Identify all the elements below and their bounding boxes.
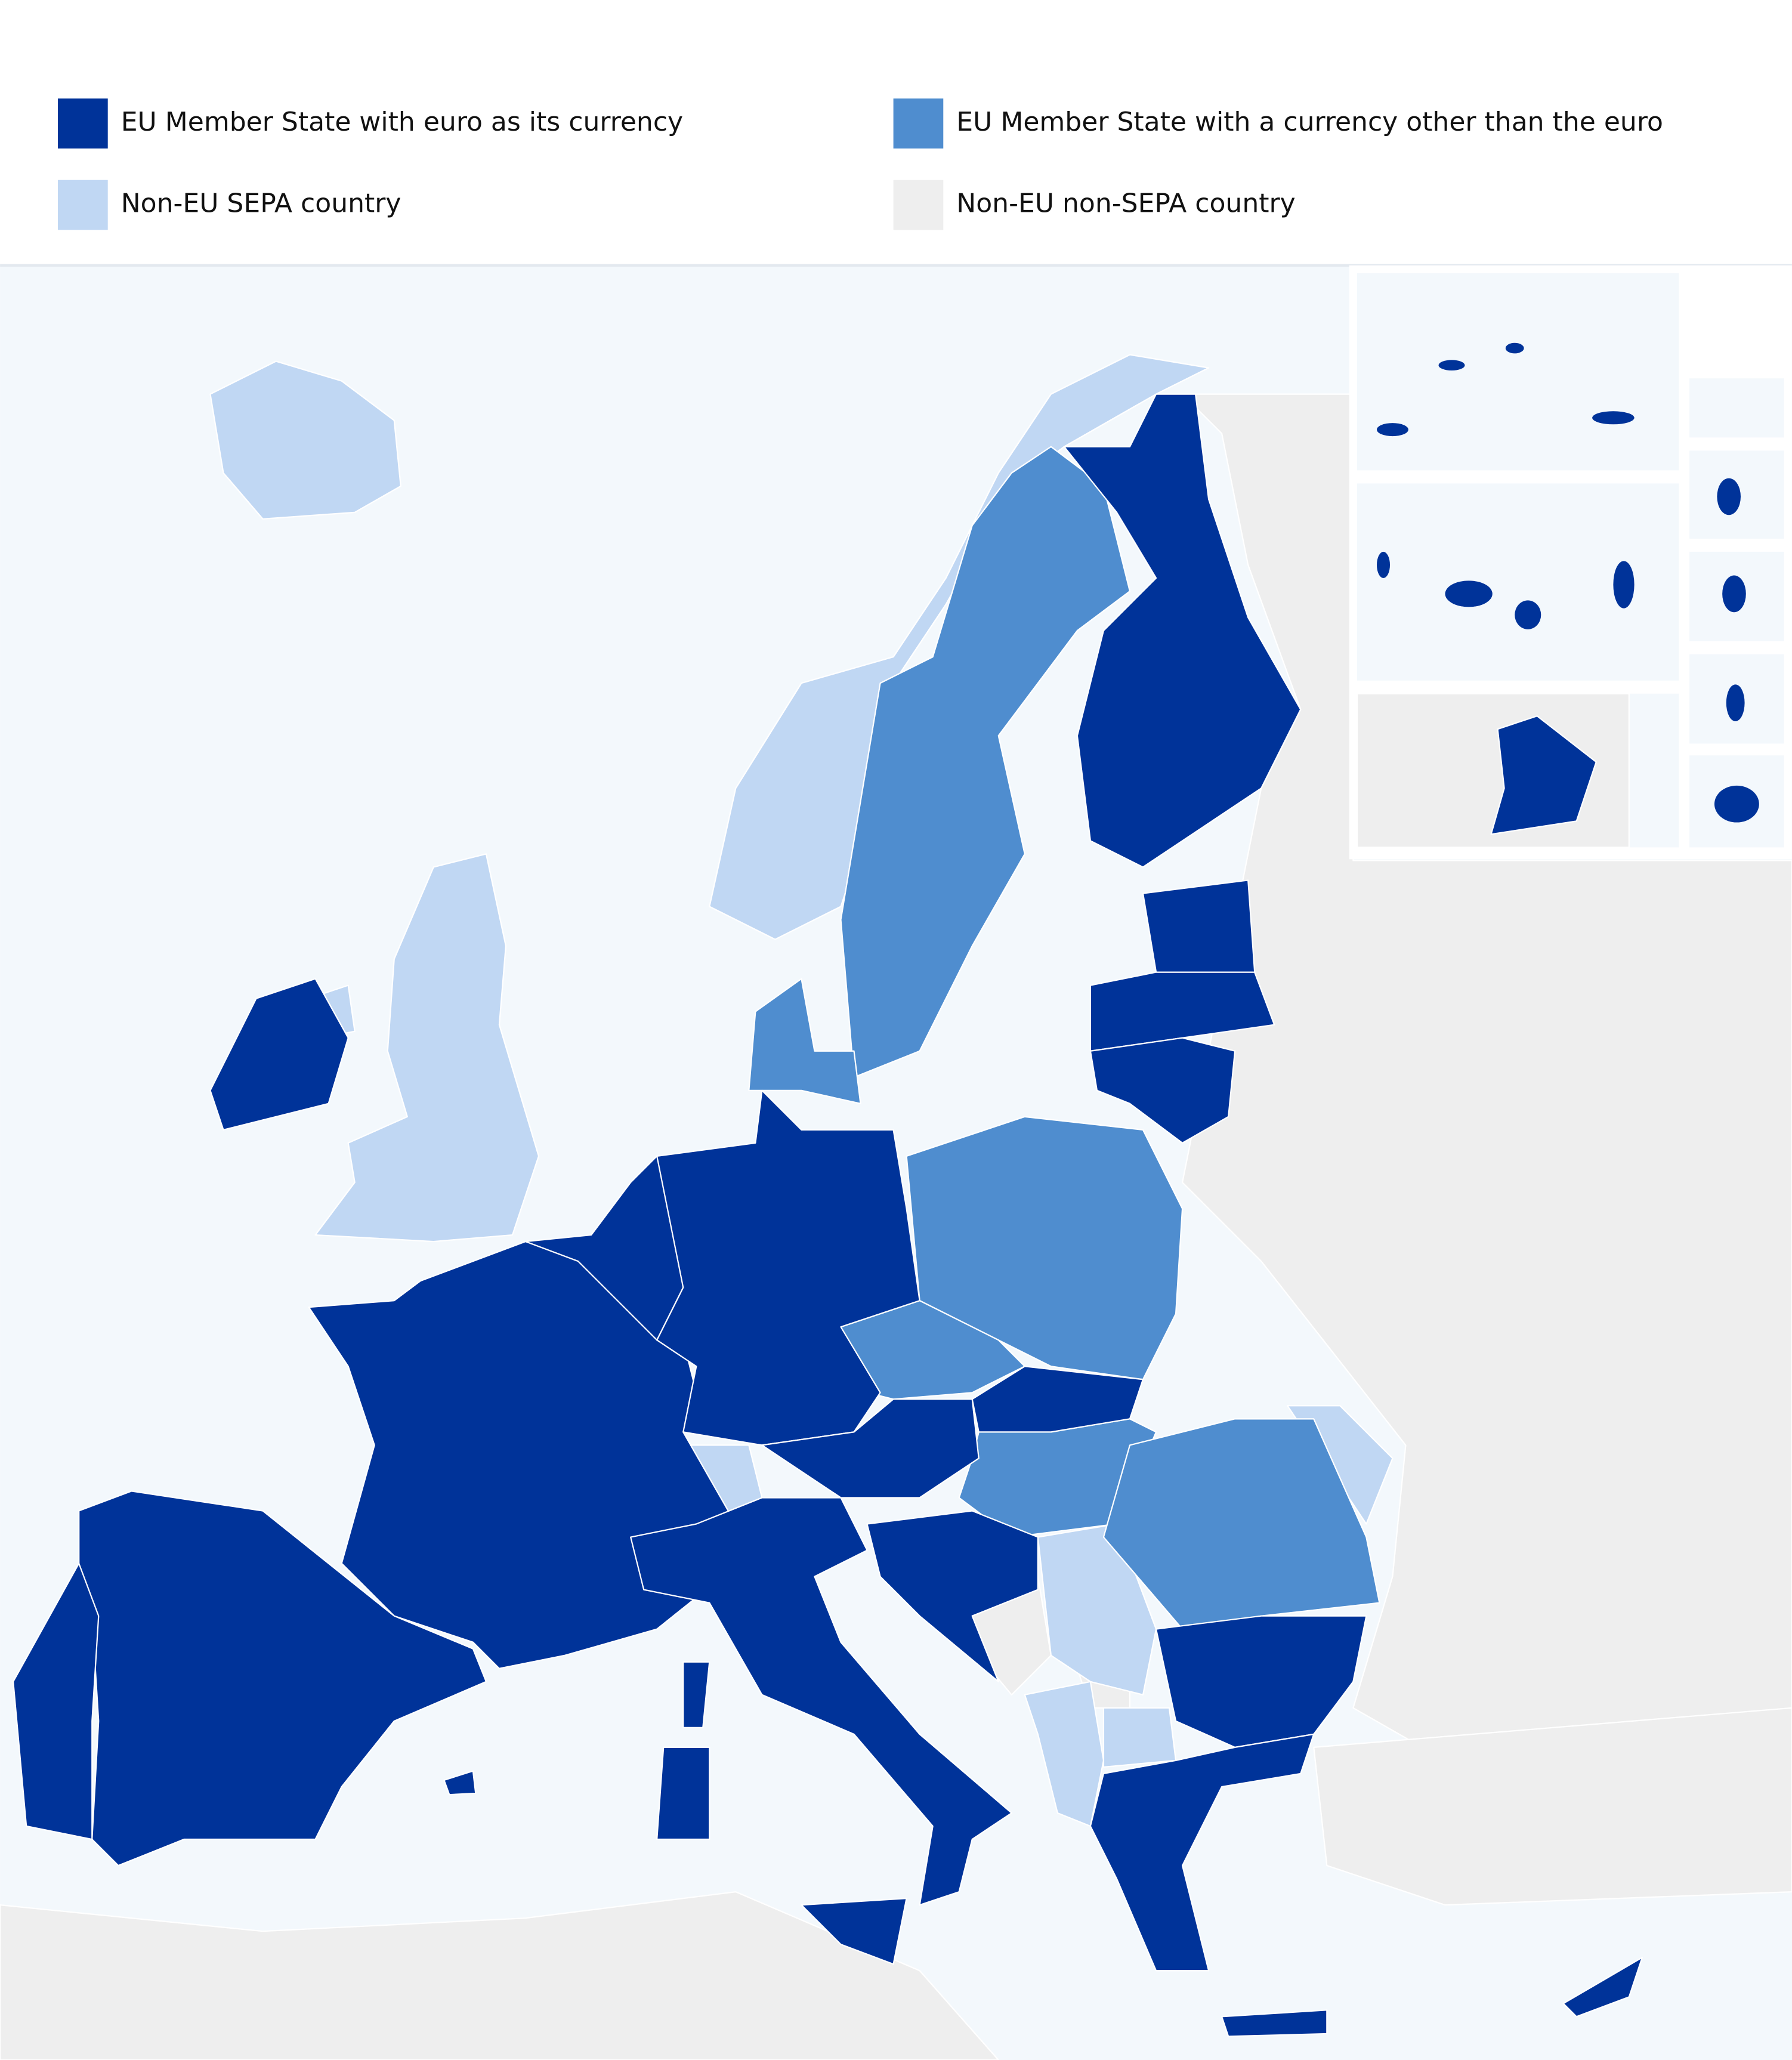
legend-swatch [58, 180, 108, 230]
land-estonia [1142, 879, 1256, 973]
inset-small-1 [1689, 378, 1784, 438]
land-martinique [1722, 575, 1746, 613]
legend: EU Member State with euro as its currenc… [58, 98, 1663, 230]
land-iceland [209, 360, 401, 520]
land-denmark [748, 978, 861, 1104]
land-mayotte [1726, 684, 1745, 721]
land-north-macedonia [1102, 1707, 1177, 1768]
legend-swatch [893, 180, 944, 230]
legend-label: EU Member State with a currency other th… [956, 107, 1663, 137]
land-crete [1221, 2009, 1328, 2037]
land-ireland [209, 978, 349, 1131]
land-lithuania [1089, 1037, 1236, 1144]
land-madeira [1376, 423, 1408, 437]
land-sardinia [656, 1746, 710, 1840]
legend-swatch [893, 98, 944, 149]
insets [1349, 265, 1792, 860]
land-austria [761, 1398, 980, 1499]
land-balearics [443, 1770, 477, 1796]
land-azores-3 [1592, 411, 1635, 425]
land-canary-1 [1376, 551, 1391, 578]
land-bulgaria [1155, 1615, 1367, 1748]
legend-label: EU Member State with euro as its currenc… [121, 107, 683, 137]
land-azores-2 [1505, 342, 1524, 354]
land-cyprus [1562, 1957, 1643, 2018]
legend-label: Non-EU non-SEPA country [956, 189, 1295, 219]
land-croatia-slovenia [866, 1510, 1039, 1682]
land-greece [1089, 1733, 1315, 1972]
land-romania [1102, 1418, 1380, 1630]
land-finland [1063, 393, 1302, 868]
land-canary-4 [1613, 561, 1635, 609]
land-italy [630, 1497, 1012, 1906]
land-germany [656, 1089, 920, 1446]
land-azores-1 [1438, 360, 1465, 371]
land-sicily [801, 1898, 907, 1965]
legend-label: Non-EU SEPA country [121, 189, 401, 219]
land-turkey [1313, 1707, 1792, 1906]
land-french-guiana [1490, 715, 1597, 835]
land-corsica [682, 1661, 710, 1728]
legend-swatch [58, 98, 108, 149]
map-shapes [0, 354, 1792, 2060]
land-portugal [13, 1562, 100, 1840]
land-slovakia [971, 1366, 1144, 1433]
land-canary-2 [1445, 580, 1493, 607]
inset-azores [1357, 273, 1679, 471]
land-guadeloupe [1717, 478, 1741, 515]
land-uk [314, 853, 540, 1243]
land-east [1181, 393, 1792, 1840]
land-canary-3 [1515, 600, 1541, 629]
land-reunion [1714, 785, 1759, 823]
